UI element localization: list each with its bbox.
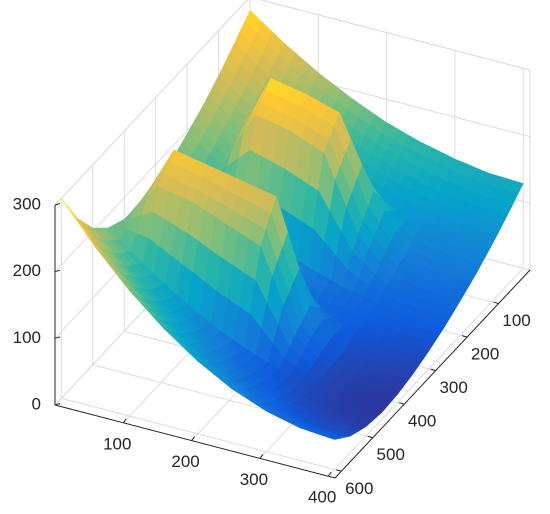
z-tick-label: 300 [13, 194, 41, 213]
grid-line [327, 267, 524, 477]
y-tick-label: 300 [439, 378, 467, 397]
tick-mark [336, 469, 342, 472]
surface [61, 9, 524, 440]
y-tick-label: 600 [345, 479, 373, 498]
tick-mark [399, 402, 405, 405]
z-tick-label: 200 [13, 261, 41, 280]
tick-mark [122, 418, 127, 424]
grid-line [259, 0, 531, 71]
z-tick-label: 0 [32, 394, 41, 413]
tick-mark [54, 403, 61, 406]
y-tick-label: 200 [471, 345, 499, 364]
y-axis [334, 269, 531, 479]
tick-mark [259, 454, 264, 459]
surface-patch [321, 434, 341, 440]
x-tick-label: 100 [103, 434, 131, 453]
tick-mark [430, 368, 436, 372]
x-tick-label: 400 [308, 488, 336, 507]
tick-mark [367, 435, 373, 439]
y-tick-label: 100 [502, 311, 530, 330]
x-tick-label: 300 [240, 470, 268, 489]
y-tick-label: 500 [377, 445, 405, 464]
surface-patch [61, 198, 79, 221]
x-tick-label: 200 [171, 452, 199, 471]
tick-mark [191, 436, 195, 441]
tick-mark [461, 335, 468, 338]
tick-mark [54, 269, 61, 273]
tick-mark [54, 336, 61, 339]
grid-line [61, 397, 342, 472]
x-axis [54, 404, 336, 479]
y-tick-label: 400 [408, 412, 436, 431]
tick-mark [493, 301, 499, 305]
tick-mark [54, 203, 61, 206]
z-tick-label: 100 [13, 328, 41, 347]
tick-mark [327, 471, 332, 477]
grid-line [54, 0, 248, 206]
